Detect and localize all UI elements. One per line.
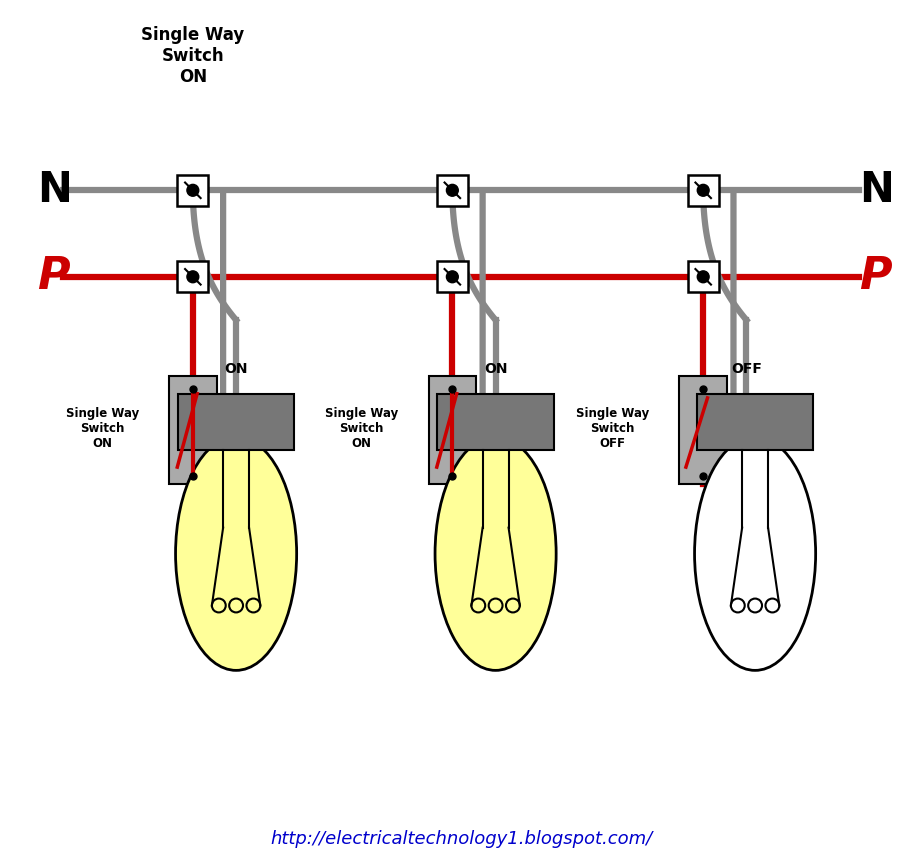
Circle shape	[697, 184, 709, 196]
Text: Single Way
Switch
OFF: Single Way Switch OFF	[576, 407, 649, 450]
FancyBboxPatch shape	[177, 175, 208, 206]
FancyBboxPatch shape	[697, 394, 813, 450]
Circle shape	[446, 271, 458, 283]
FancyBboxPatch shape	[437, 394, 554, 450]
Ellipse shape	[175, 437, 297, 670]
Text: Single Way
Switch
ON: Single Way Switch ON	[325, 407, 398, 450]
FancyBboxPatch shape	[437, 261, 468, 292]
Ellipse shape	[694, 437, 816, 670]
Circle shape	[697, 271, 709, 283]
Text: Single Way
Switch
ON: Single Way Switch ON	[65, 407, 139, 450]
FancyBboxPatch shape	[169, 376, 217, 484]
Ellipse shape	[435, 437, 556, 670]
Text: P: P	[859, 255, 892, 298]
FancyBboxPatch shape	[680, 376, 727, 484]
Text: OFF: OFF	[731, 362, 762, 376]
Text: http://electricaltechnology1.blogspot.com/: http://electricaltechnology1.blogspot.co…	[270, 830, 652, 848]
Circle shape	[187, 271, 199, 283]
FancyBboxPatch shape	[688, 175, 719, 206]
Circle shape	[187, 184, 199, 196]
Text: Single Way
Switch
ON: Single Way Switch ON	[141, 26, 244, 86]
FancyBboxPatch shape	[178, 394, 294, 450]
Circle shape	[446, 184, 458, 196]
FancyBboxPatch shape	[688, 261, 719, 292]
FancyBboxPatch shape	[177, 261, 208, 292]
FancyBboxPatch shape	[429, 376, 476, 484]
FancyBboxPatch shape	[437, 175, 468, 206]
Text: N: N	[37, 170, 72, 211]
Text: ON: ON	[484, 362, 507, 376]
Text: ON: ON	[224, 362, 248, 376]
Text: P: P	[37, 255, 70, 298]
Text: N: N	[859, 170, 893, 211]
